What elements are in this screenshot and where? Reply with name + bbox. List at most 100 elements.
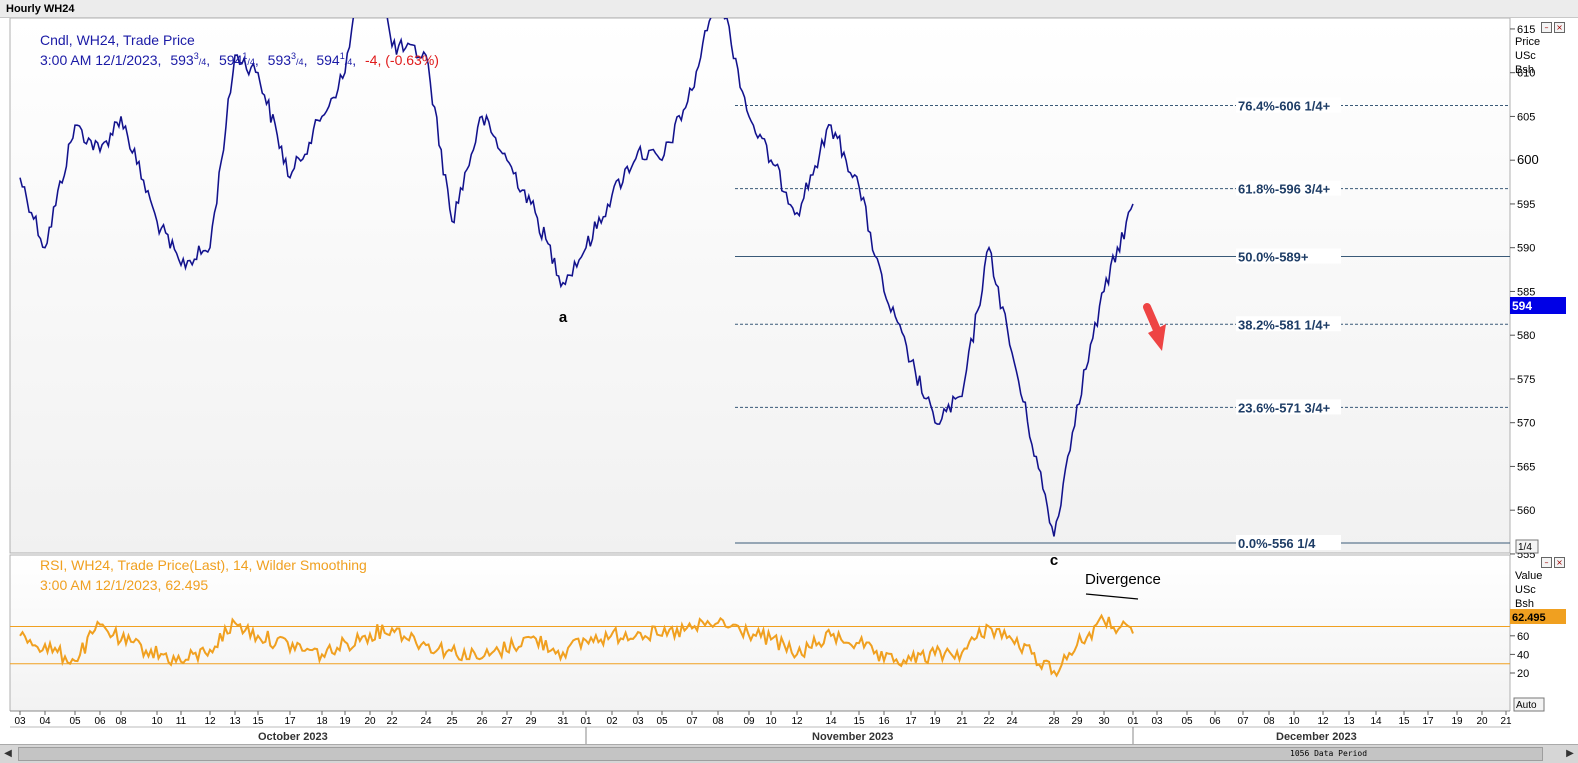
time-tick-label: 19 — [1451, 716, 1463, 727]
price-tick-label: 565 — [1517, 461, 1535, 473]
price-legend-time: 3:00 AM 12/1/2023, — [40, 52, 161, 68]
scroll-left-icon[interactable]: ◀ — [4, 748, 12, 759]
time-tick-label: 04 — [39, 716, 51, 727]
time-tick-label: 14 — [825, 716, 837, 727]
rsi-tick-label: 40 — [1517, 649, 1529, 661]
fib-label: 50.0%-589+ — [1238, 249, 1309, 264]
scroll-thumb[interactable] — [18, 747, 1543, 761]
time-tick-label: 08 — [1263, 716, 1275, 727]
price-axis-header-3: Bsh — [1515, 64, 1534, 76]
time-tick-label: 10 — [1288, 716, 1300, 727]
time-tick-label: 21 — [956, 716, 968, 727]
price-tick-label: 580 — [1517, 330, 1535, 342]
time-tick-label: 12 — [204, 716, 216, 727]
time-tick-label: 03 — [14, 716, 26, 727]
data-period-label: 1056 Data Period — [1290, 749, 1368, 758]
time-tick-label: 07 — [686, 716, 698, 727]
time-tick-label: 05 — [69, 716, 81, 727]
time-tick-label: 20 — [1476, 716, 1488, 727]
time-tick-label: 09 — [743, 716, 755, 727]
divergence-line — [1085, 593, 1139, 600]
time-tick-label: 17 — [284, 716, 296, 727]
minimize-rsi-panel-icon[interactable]: – — [1541, 557, 1552, 568]
window-title: Hourly WH24 — [0, 0, 1578, 18]
time-tick-label: 29 — [1071, 716, 1083, 727]
last-rsi-tag-text: 62.495 — [1512, 612, 1546, 624]
price-axis-header-1: Price — [1515, 36, 1540, 48]
price-tick-label: 590 — [1517, 243, 1535, 255]
time-tick-label: 05 — [1181, 716, 1193, 727]
rsi-tick-label: 20 — [1517, 668, 1529, 680]
price-tick-label: 600 — [1517, 152, 1539, 167]
rsi-axis-header-2: USc — [1515, 584, 1536, 596]
month-label-december: December 2023 — [1276, 731, 1357, 743]
time-tick-label: 16 — [878, 716, 890, 727]
fib-label: 23.6%-571 3/4+ — [1238, 400, 1331, 415]
price-axis-header-2: USc — [1515, 50, 1536, 62]
time-tick-label: 31 — [557, 716, 569, 727]
rsi-legend-values: 3:00 AM 12/1/2023, 62.495 — [40, 577, 208, 593]
auto-button[interactable]: Auto — [1513, 697, 1545, 712]
time-tick-label: 06 — [94, 716, 106, 727]
rsi-series-line — [19, 613, 1134, 678]
price-wick-line — [19, 18, 1134, 537]
time-tick-label: 20 — [364, 716, 376, 727]
fib-label-bg — [1236, 180, 1341, 196]
time-tick-label: 13 — [229, 716, 241, 727]
time-tick-label: 12 — [1317, 716, 1329, 727]
price-tick-label: 615 — [1517, 24, 1535, 36]
fib-label: 0.0%-556 1/4 — [1238, 536, 1316, 551]
time-tick-label: 29 — [525, 716, 537, 727]
close-price-panel-icon[interactable]: × — [1554, 22, 1565, 33]
time-tick-label: 27 — [501, 716, 513, 727]
fraction-button-label: 1/4 — [1518, 542, 1532, 553]
time-tick-label: 30 — [1098, 716, 1110, 727]
fib-label-bg — [1236, 535, 1341, 550]
time-tick-label: 11 — [176, 716, 187, 727]
time-tick-label: 01 — [1127, 716, 1139, 727]
wave-label-a: a — [559, 309, 568, 326]
rsi-tick-label: 60 — [1517, 631, 1529, 643]
time-tick-label: 10 — [765, 716, 777, 727]
fib-label-bg — [1236, 399, 1341, 415]
price-legend-title: Cndl, WH24, Trade Price — [40, 32, 195, 48]
time-tick-label: 13 — [1343, 716, 1355, 727]
last-price-tag: 594 — [1510, 297, 1566, 314]
time-tick-label: 26 — [476, 716, 488, 727]
time-tick-label: 07 — [1237, 716, 1249, 727]
time-tick-label: 28 — [1048, 716, 1060, 727]
rsi-axis-header-3: Bsh — [1515, 598, 1534, 610]
fib-label: 61.8%-596 3/4+ — [1238, 182, 1331, 197]
price-tick-label: 560 — [1517, 505, 1535, 517]
price-tick-label: 595 — [1517, 199, 1535, 211]
time-tick-label: 06 — [1209, 716, 1221, 727]
time-tick-label: 24 — [1006, 716, 1018, 727]
time-tick-label: 14 — [1370, 716, 1382, 727]
horizontal-scrollbar[interactable]: ◀ 1056 Data Period ▶ — [0, 744, 1578, 763]
sell-arrow — [1143, 303, 1166, 351]
fraction-button[interactable]: 1/4 — [1515, 539, 1539, 554]
price-change: -4, (-0.63%) — [365, 52, 439, 68]
price-tick-label: 570 — [1517, 418, 1535, 430]
wave-label-c: c — [1050, 552, 1058, 569]
fib-label-bg — [1236, 248, 1341, 264]
chart-area[interactable]: 100.0%-62276.4%-606 1/4+61.8%-596 3/4+50… — [0, 18, 1578, 744]
time-tick-label: 22 — [386, 716, 398, 727]
price-legend-values: 3:00 AM 12/1/2023, 5933/4, 5941/4, 5933/… — [40, 51, 439, 68]
scroll-right-icon[interactable]: ▶ — [1566, 748, 1574, 759]
divergence-label: Divergence — [1085, 571, 1161, 588]
minimize-price-panel-icon[interactable]: – — [1541, 22, 1552, 33]
time-tick-label: 15 — [1398, 716, 1410, 727]
time-tick-label: 05 — [656, 716, 668, 727]
fib-label: 76.4%-606 1/4+ — [1238, 99, 1331, 114]
time-tick-label: 08 — [712, 716, 724, 727]
close-rsi-panel-icon[interactable]: × — [1554, 557, 1565, 568]
fib-label-bg — [1236, 316, 1341, 332]
last-rsi-tag: 62.495 — [1510, 609, 1566, 624]
rsi-legend-title: RSI, WH24, Trade Price(Last), 14, Wilder… — [40, 557, 367, 573]
time-tick-label: 01 — [580, 716, 592, 727]
rsi-axis-header-1: Value — [1515, 570, 1542, 582]
price-tick-label: 585 — [1517, 286, 1535, 298]
month-label-october: October 2023 — [258, 731, 328, 743]
time-tick-label: 08 — [115, 716, 127, 727]
